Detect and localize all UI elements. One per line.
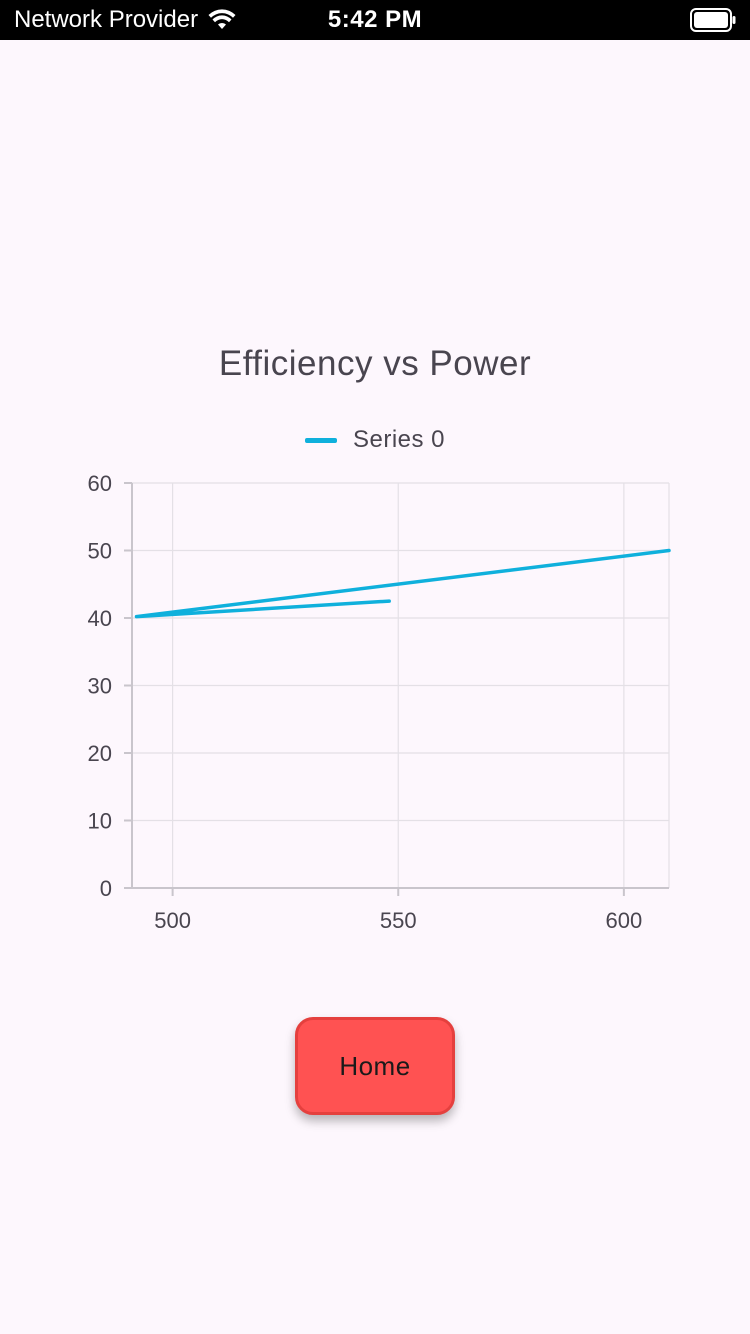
y-tick-label: 20 xyxy=(88,741,112,766)
x-tick-label: 550 xyxy=(380,908,417,933)
status-time: 5:42 PM xyxy=(327,6,423,33)
y-tick-label: 30 xyxy=(88,674,112,699)
x-tick-label: 500 xyxy=(154,908,191,933)
carrier-label: Network Provider xyxy=(14,6,199,33)
home-button[interactable]: Home xyxy=(295,1017,455,1115)
legend-swatch xyxy=(304,437,337,443)
y-tick-label: 0 xyxy=(100,876,112,901)
y-tick-label: 40 xyxy=(88,606,112,631)
x-tick-label: 600 xyxy=(606,908,643,933)
chart-legend: Series 0 xyxy=(0,426,750,454)
legend-label: Series 0 xyxy=(352,426,446,453)
battery-icon xyxy=(690,8,736,37)
status-bar: Network Provider 5:42 PM xyxy=(0,0,750,40)
y-tick-label: 10 xyxy=(88,809,112,834)
chart-container: Efficiency vs Power Series 0 xyxy=(0,330,750,950)
chart-title: Efficiency vs Power xyxy=(218,344,532,383)
wifi-icon xyxy=(208,9,236,29)
y-tick-label: 50 xyxy=(88,539,112,564)
y-tick-label: 60 xyxy=(88,471,112,496)
carrier-area: Network Provider xyxy=(14,6,236,34)
series-line xyxy=(134,548,671,619)
